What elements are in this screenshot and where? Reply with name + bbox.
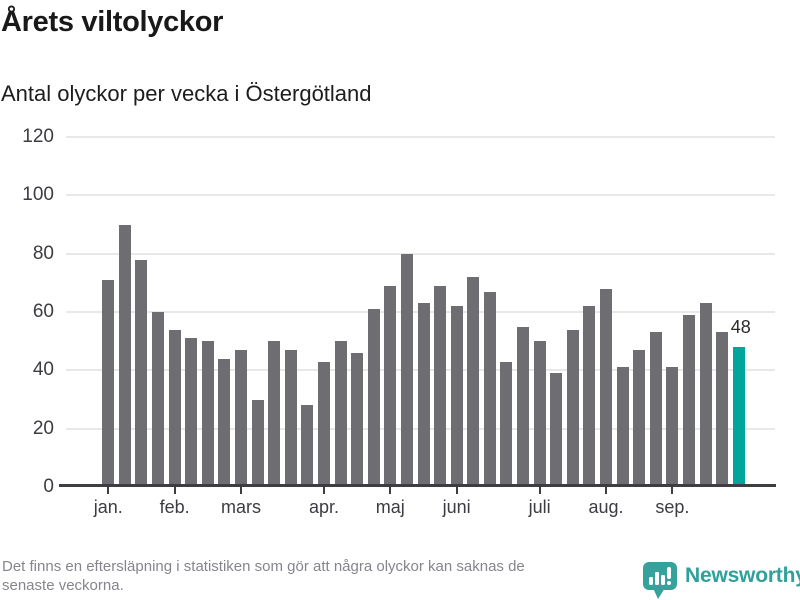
x-axis-tick (240, 487, 242, 494)
y-axis-tick-label: 0 (43, 476, 54, 497)
bar (649, 332, 662, 487)
x-axis-month-label: mars (221, 497, 261, 517)
bar (235, 349, 247, 487)
newsworthy-logo-text: Newsworthy (685, 564, 800, 587)
bar (384, 285, 397, 487)
y-gridline (66, 136, 775, 138)
bar (367, 309, 380, 487)
x-axis-month-label: juli (528, 497, 551, 517)
bar (135, 259, 148, 487)
x-axis-month-label: apr. (308, 497, 339, 517)
bar (616, 367, 629, 487)
bar (334, 341, 347, 487)
x-axis-month-label: jan. (93, 497, 123, 517)
bar (517, 326, 530, 487)
y-gridline (66, 252, 775, 255)
y-axis-tick-label: 100 (22, 184, 54, 206)
y-axis-tick-label: 60 (32, 301, 54, 322)
bar (218, 358, 231, 487)
bar (400, 253, 413, 487)
x-axis-tick (671, 487, 674, 494)
bar (450, 306, 463, 487)
bar (168, 329, 181, 487)
bar (583, 306, 596, 487)
bar (500, 361, 513, 487)
bar (467, 277, 480, 487)
bar (152, 312, 165, 487)
footer-note-line-2: senaste veckorna. (2, 577, 124, 594)
newsworthy-speech-bubble-chart-icon (643, 562, 677, 599)
bar-chart-plot-area: 0 20 40 60 80 100 120 jan. feb. mars apr. maj juni ju… (22, 127, 776, 517)
bar (566, 329, 579, 487)
y-axis-tick-label: 40 (32, 359, 54, 381)
bar (633, 349, 646, 487)
bar (550, 373, 563, 487)
x-axis-month-label: maj (375, 497, 405, 517)
bar (251, 399, 264, 487)
footer-note: Det finns en eftersläpning i statistiken… (2, 557, 525, 595)
x-axis-line (59, 484, 776, 487)
x-axis-tick (322, 487, 325, 494)
bar (317, 361, 330, 487)
y-axis-tick-label: 120 (22, 126, 54, 147)
chart-subtitle: Antal olyckor per vecka i Östergötland (1, 81, 372, 106)
bar (268, 341, 281, 487)
bar (417, 303, 430, 487)
bar (666, 367, 679, 487)
y-axis-tick-label: 20 (32, 417, 54, 439)
bar (599, 288, 612, 487)
bar (533, 341, 546, 487)
bar (301, 405, 314, 487)
x-axis-month-label: aug. (588, 497, 624, 517)
x-axis-month-label: sep. (655, 497, 690, 517)
bar (716, 332, 729, 487)
bar-value-annotation: 48 (730, 317, 751, 337)
y-gridline (66, 194, 775, 197)
bar (185, 338, 198, 487)
x-axis-tick (455, 487, 458, 494)
x-axis-month-label: juni (442, 497, 471, 517)
x-axis-month-label: feb. (159, 497, 190, 517)
bar (483, 291, 496, 487)
bar (434, 285, 447, 487)
bar (201, 341, 214, 487)
bar (102, 279, 115, 487)
x-axis-tick (538, 487, 541, 494)
highlighted-bar (732, 347, 745, 487)
x-axis-tick (107, 487, 110, 494)
bar (682, 314, 695, 487)
x-axis-tick (173, 487, 176, 494)
bar (351, 352, 364, 487)
bar (699, 303, 712, 487)
footer-note-line-1: Det finns en eftersläpning i statistiken… (2, 558, 525, 575)
bar (284, 349, 297, 487)
newsworthy-logo: Newsworthy (643, 562, 800, 599)
x-axis-tick (604, 487, 607, 494)
x-axis-tick (389, 487, 392, 494)
page-title: Årets viltolyckor (1, 6, 224, 38)
bar (118, 224, 131, 487)
y-axis-tick-label: 80 (32, 242, 54, 264)
